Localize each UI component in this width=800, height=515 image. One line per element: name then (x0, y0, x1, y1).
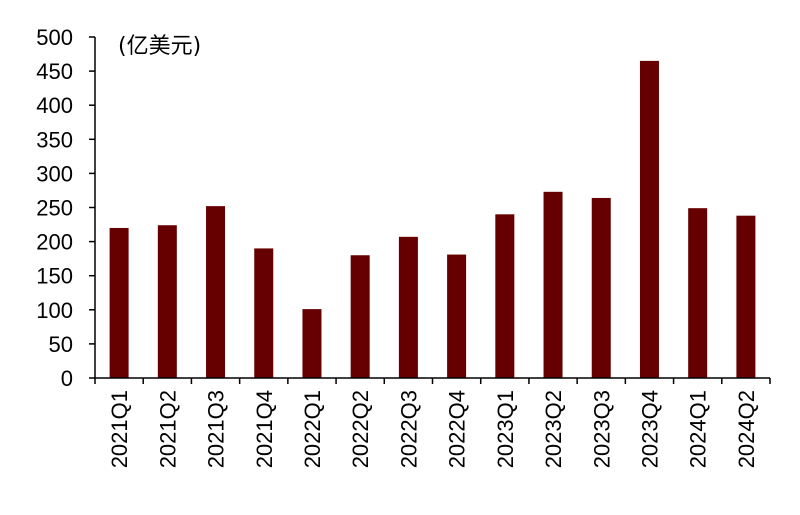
x-tick-label: 2024Q1 (686, 390, 711, 468)
y-tick-label: 200 (36, 230, 73, 255)
y-tick-label: 350 (36, 127, 73, 152)
unit-label: (亿美元) (118, 34, 201, 59)
x-tick-label: 2022Q2 (348, 390, 373, 468)
bar-2022Q4 (447, 254, 467, 378)
x-tick-label: 2021Q3 (204, 390, 229, 468)
x-tick-label: 2024Q2 (734, 390, 759, 468)
y-tick-label: 250 (36, 196, 73, 221)
x-tick-label: 2022Q1 (300, 390, 325, 468)
y-axis-ticks: 0 50 100 150 200 250 300 350 400 450 500 (36, 25, 95, 391)
bar-2022Q2 (350, 255, 370, 378)
y-tick-label: 300 (36, 161, 73, 186)
x-tick-label: 2023Q1 (493, 390, 518, 468)
x-tick-label: 2023Q4 (637, 390, 662, 468)
bars (109, 60, 756, 379)
x-tick-label: 2023Q2 (541, 390, 566, 468)
bar-2022Q1 (302, 309, 322, 378)
bar-2021Q2 (157, 225, 177, 378)
y-tick-label: 100 (36, 298, 73, 323)
y-tick-label: 0 (61, 366, 73, 391)
bar-2024Q1 (688, 208, 708, 378)
y-tick-label: 50 (49, 332, 73, 357)
bar-2021Q4 (254, 248, 274, 378)
bar-2021Q1 (109, 227, 129, 378)
bar-2022Q3 (398, 236, 418, 378)
x-tick-label: 2023Q3 (589, 390, 614, 468)
x-tick-label: 2021Q4 (252, 390, 277, 468)
bar-2021Q3 (206, 206, 226, 378)
bar-2023Q2 (543, 191, 563, 378)
y-tick-label: 500 (36, 25, 73, 50)
y-tick-label: 450 (36, 59, 73, 84)
bar-2023Q4 (639, 60, 659, 379)
x-tick-label: 2021Q2 (155, 390, 180, 468)
y-tick-label: 150 (36, 264, 73, 289)
y-tick-label: 400 (36, 93, 73, 118)
bar-2023Q3 (591, 197, 611, 378)
x-axis-ticks: 2021Q1 2021Q2 2021Q3 2021Q4 2022Q1 2022Q2 2022… (94, 378, 771, 468)
bar-2024Q2 (736, 215, 756, 378)
x-tick-label: 2022Q4 (445, 390, 470, 468)
x-tick-label: 2021Q1 (107, 390, 132, 468)
x-tick-label: 2022Q3 (396, 390, 421, 468)
bar-2023Q1 (495, 214, 515, 378)
